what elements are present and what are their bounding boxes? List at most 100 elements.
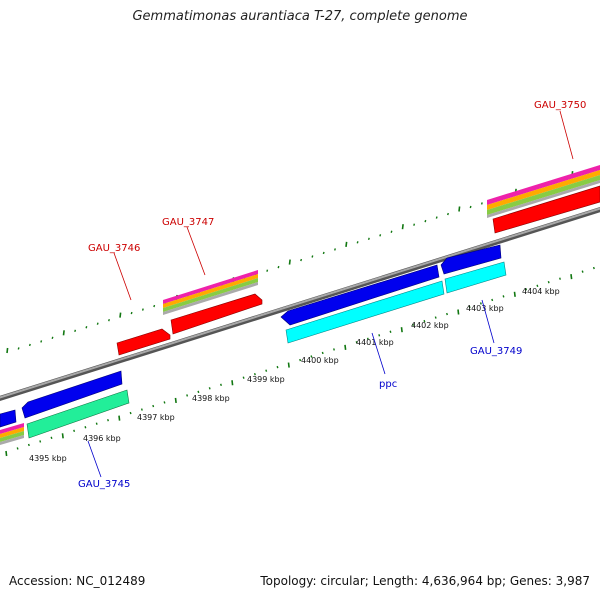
minor-tick [39,440,42,443]
minor-tick [479,302,482,305]
minor-tick [355,341,358,344]
tick-labels: 4395 kbp 4396 kbp 4397 kbp 4398 kbp 4399… [29,287,560,463]
major-tick [118,415,121,421]
minor-tick [242,376,245,379]
minor-tick [197,390,200,394]
minor-tick [40,340,43,343]
major-tick [401,224,404,230]
minor-tick [310,355,313,358]
minor-tick [163,401,166,404]
minor-tick [74,329,77,332]
gene-label-gau3749: GAU_3749 [470,346,522,357]
gene-label-gau3745: GAU_3745 [78,479,130,490]
minor-tick [300,258,303,262]
reverse-cds-gau3749 [440,244,502,275]
minor-tick [334,248,336,251]
major-tick [288,259,291,265]
minor-tick [208,387,211,390]
minor-tick [277,265,280,269]
minor-tick [95,422,98,425]
minor-tick [299,358,302,362]
forward-cds-gau3750 [492,185,600,234]
minor-tick [559,277,561,280]
minor-tick [108,318,110,322]
minor-tick [547,281,550,284]
minor-tick [389,330,392,333]
major-tick [61,433,64,439]
minor-tick [27,443,30,447]
minor-tick [468,305,471,309]
minor-tick [266,269,269,272]
minor-tick [367,237,370,241]
gene-label-gau3750: GAU_3750 [534,100,586,111]
minor-tick [51,336,54,340]
minor-tick [152,404,155,408]
minor-tick [50,436,53,440]
reverse-gene-gau3749 [444,261,507,294]
minor-tick [446,312,448,316]
reverse-cds-left [0,409,17,428]
major-tick [5,450,8,457]
minor-tick [130,311,133,315]
gene-label-gau3747: GAU_3747 [162,217,214,228]
minor-tick [378,334,381,337]
minor-tick [491,298,494,302]
forward-stack-gau3747 [163,270,258,315]
major-tick [457,309,460,315]
minor-tick [379,234,382,237]
minor-tick [423,319,426,323]
minor-tick [140,408,143,411]
minor-tick [469,205,472,209]
minor-tick [412,323,415,326]
minor-tick [592,266,595,270]
minor-tick [525,288,528,291]
minor-tick [276,365,279,369]
minor-tick [141,308,144,311]
tick-label-4404: 4404 kbp [522,287,560,296]
major-tick [119,312,122,318]
minor-tick [502,295,505,298]
gene-label-ppc: ppc [379,379,397,390]
major-tick [400,327,403,333]
tick-label-4403: 4403 kbp [466,304,504,313]
major-tick [458,206,461,212]
major-tick [174,397,177,404]
major-tick [231,380,234,386]
map-title: Gemmatimonas aurantiaca T-27, complete g… [132,9,468,24]
reverse-gene-gau3745 [26,389,130,439]
minor-tick [366,337,369,341]
minor-tick [253,372,256,376]
tick-label-4400: 4400 kbp [301,356,339,365]
minor-tick [153,304,156,308]
minor-tick [220,383,222,387]
minor-tick [85,326,88,329]
minor-tick [333,348,335,351]
major-tick [6,347,9,354]
tick-label-4395: 4395 kbp [29,454,67,463]
inner-tick-row [5,266,595,457]
minor-tick [581,270,584,273]
minor-tick [413,223,416,226]
minor-tick [107,418,109,422]
tick-label-4399: 4399 kbp [247,375,285,384]
minor-tick [17,347,20,350]
minor-tick [16,447,19,450]
minor-tick [96,322,99,325]
reverse-cds-ppc [280,264,440,326]
reverse-label-lines [87,299,495,478]
major-tick [62,330,65,336]
topology-text: Topology: circular; Length: 4,636,964 bp… [260,574,590,588]
tick-label-4398: 4398 kbp [192,394,230,403]
tick-label-4396: 4396 kbp [83,434,121,443]
minor-tick [480,202,483,205]
major-tick [344,344,347,350]
forward-stack-gau3750 [487,165,600,218]
minor-tick [424,219,427,223]
minor-tick [390,230,393,233]
minor-tick [265,369,268,372]
minor-tick [435,216,438,219]
minor-tick [434,316,437,319]
accession-text: Accession: NC_012489 [9,574,146,588]
